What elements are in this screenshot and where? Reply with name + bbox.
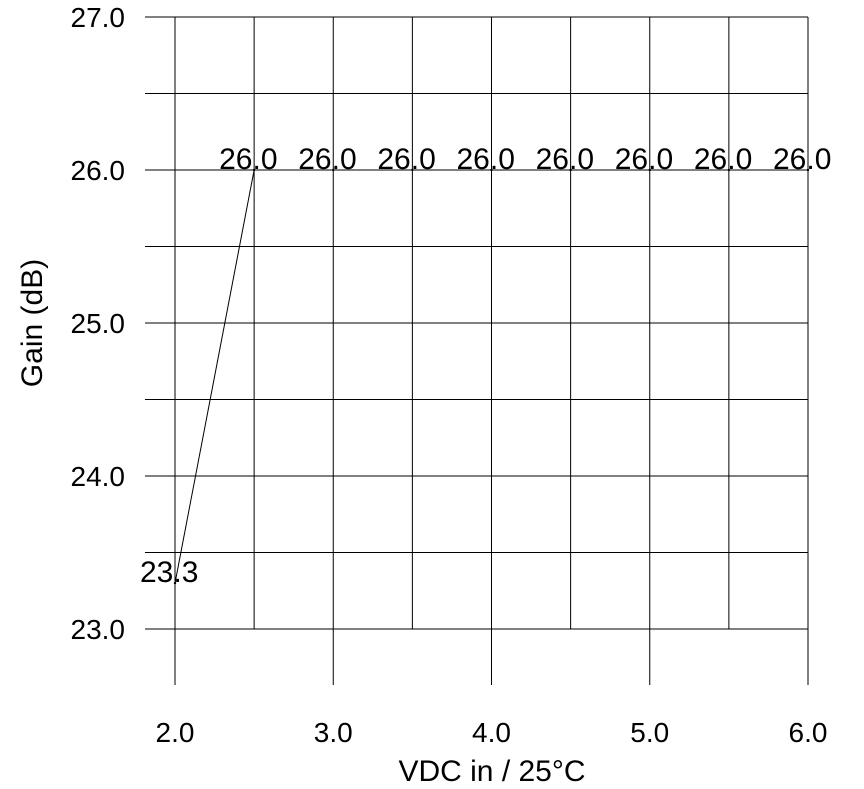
data-labels: 23.3 26.0 26.0 26.0 26.0 26.0 26.0 26.0 26.0 <box>140 143 831 589</box>
y-tick-label: 25.0 <box>71 308 126 339</box>
x-tick-label: 3.0 <box>314 717 353 748</box>
data-point <box>648 168 651 172</box>
data-point <box>727 168 731 172</box>
data-point <box>806 168 810 172</box>
data-label: 26.0 <box>694 143 752 176</box>
x-axis-ticks: 2.0 3.0 4.0 5.0 6.0 <box>156 717 828 748</box>
data-point <box>490 168 493 172</box>
y-tick-label: 24.0 <box>71 461 126 492</box>
data-point <box>411 168 414 172</box>
series-layer <box>173 168 810 585</box>
data-label: 26.0 <box>377 143 435 176</box>
x-tick-label: 4.0 <box>472 717 511 748</box>
data-label: 26.0 <box>457 143 515 176</box>
data-label: 26.0 <box>536 143 594 176</box>
data-label: 26.0 <box>773 143 831 176</box>
y-axis-ticks: 23.0 24.0 25.0 26.0 27.0 <box>71 2 126 645</box>
y-tick-label: 27.0 <box>71 2 126 33</box>
data-label: 26.0 <box>298 143 356 176</box>
y-axis-title: Gain (dB) <box>16 259 49 387</box>
grid <box>145 16 809 685</box>
data-point <box>252 168 256 172</box>
data-point <box>173 581 177 585</box>
data-label: 26.0 <box>615 143 673 176</box>
y-tick-label: 23.0 <box>71 614 126 645</box>
data-point <box>569 168 572 172</box>
x-tick-label: 5.0 <box>630 717 669 748</box>
x-tick-label: 6.0 <box>789 717 828 748</box>
data-point <box>332 168 335 172</box>
data-label: 26.0 <box>219 143 277 176</box>
y-tick-label: 26.0 <box>71 155 126 186</box>
x-tick-label: 2.0 <box>156 717 195 748</box>
x-axis-title: VDC in / 25°C <box>398 755 585 788</box>
data-label: 23.3 <box>140 556 198 589</box>
